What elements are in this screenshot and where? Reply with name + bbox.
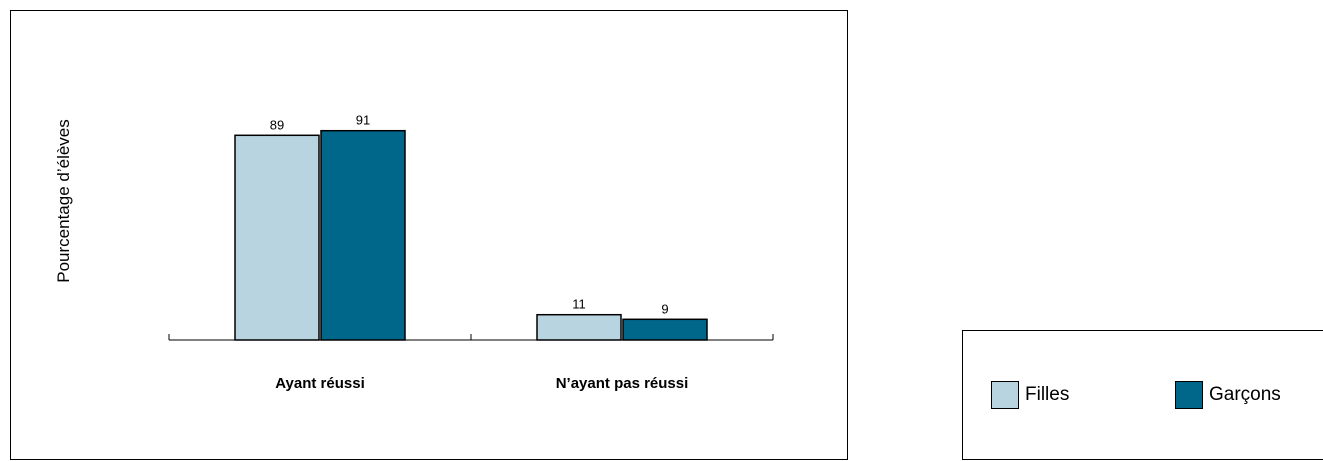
chart-frame: Pourcentage d’élèves 89 91 Ayant réussi 11 9 N… xyxy=(10,10,848,460)
legend-swatch-garcons xyxy=(1175,381,1203,409)
bar-filles-0 xyxy=(234,134,320,341)
legend-label-filles: Filles xyxy=(1025,384,1070,405)
legend-label-garcons: Garçons xyxy=(1209,384,1281,405)
legend-item-garcons: Garçons xyxy=(1175,381,1281,409)
bar-chart: Pourcentage d’élèves 89 91 Ayant réussi 11 9 N… xyxy=(54,113,774,392)
data-label: 91 xyxy=(356,113,370,128)
bar-garcons-0 xyxy=(320,129,406,341)
data-label: 9 xyxy=(661,301,668,316)
data-label: 11 xyxy=(572,297,586,312)
x-tick-label-0: Ayant réussi xyxy=(275,375,364,392)
bar-filles-1 xyxy=(536,313,622,341)
bar-garcons-1 xyxy=(622,318,708,341)
data-label: 89 xyxy=(270,117,284,132)
legend: Filles Garçons xyxy=(962,330,1323,460)
y-axis-label: Pourcentage d’élèves xyxy=(54,119,73,283)
legend-item-filles: Filles xyxy=(991,381,1069,409)
legend-swatch-filles xyxy=(991,381,1019,409)
x-tick-label-1: N’ayant pas réussi xyxy=(556,375,689,392)
